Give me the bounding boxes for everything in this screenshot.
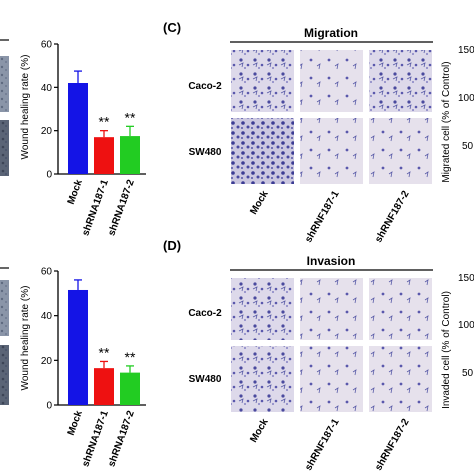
- micrograph-caco2-shrnf187-2: [369, 50, 432, 112]
- y-tick-label: 60: [41, 267, 53, 278]
- bar-shrna187-1: [94, 368, 114, 405]
- micrograph-sw480-mock: [231, 346, 294, 412]
- micrograph-caco2-shrnf187-2: [369, 278, 432, 340]
- right-axis-tick-50: 50: [462, 368, 474, 379]
- panel-label-c: (C): [163, 20, 181, 35]
- y-tick-label: 40: [41, 311, 53, 322]
- col-label-shrnf187-1: shRNF187-1: [303, 189, 342, 245]
- col-label-shrnf187-1: shRNF187-1: [303, 417, 342, 473]
- col-label-shrnf187-2: shRNF187-2: [373, 417, 412, 473]
- micrograph-sw480-shrnf187-2: [369, 346, 432, 412]
- y-tick-label: 40: [41, 83, 53, 94]
- micrograph-sw480-shrnf187-2: [369, 118, 432, 184]
- wound-image-bottom-1: [0, 280, 9, 336]
- right-axis-tick-150: 150: [458, 45, 474, 56]
- assay-title-invasion: Invasion: [307, 254, 356, 268]
- x-category-label: shRNA187-2: [106, 178, 137, 238]
- y-tick-label: 0: [46, 170, 52, 181]
- wound-healing-chart-top: Wound healing rate (%) 0 20 40 60 Mock ** shRN…: [20, 40, 146, 238]
- right-axis-tick-50: 50: [462, 141, 474, 152]
- wound-image-strip-top: [0, 39, 9, 176]
- x-category-label: shRNA187-1: [80, 409, 111, 469]
- bar-shrna187-2: [120, 372, 140, 405]
- row-label-caco2: Caco-2: [188, 81, 222, 92]
- assay-title-migration: Migration: [304, 26, 358, 40]
- y-axis-label: Wound healing rate (%): [20, 286, 31, 391]
- y-tick-label: 60: [41, 40, 53, 51]
- x-category-label: Mock: [66, 409, 85, 437]
- bar-mock: [68, 83, 88, 174]
- bar-shrna187-2: [120, 136, 140, 174]
- right-axis-label-migrated: Migrated cell (% of Control): [441, 61, 452, 182]
- wound-healing-chart-bottom: Wound healing rate (%) 0 20 40 60 Mock ** shRN…: [20, 267, 146, 469]
- col-label-mock: Mock: [248, 189, 271, 217]
- bar-shrna187-1: [94, 137, 114, 174]
- row-label-sw480: SW480: [189, 374, 222, 385]
- right-axis-tick-100: 100: [458, 93, 474, 104]
- y-tick-label: 0: [46, 401, 52, 412]
- wound-image-strip-bottom: [0, 267, 9, 405]
- micrograph-caco2-shrnf187-1: [300, 278, 363, 340]
- x-category-label: shRNA187-1: [80, 178, 111, 238]
- wound-image-bottom-2: [0, 345, 9, 405]
- significance-mark: **: [99, 114, 110, 130]
- row-label-caco2: Caco-2: [188, 308, 222, 319]
- row-label-sw480: SW480: [189, 147, 222, 158]
- wound-image-top-1: [0, 56, 9, 112]
- panel-label-d: (D): [163, 238, 181, 253]
- micrograph-sw480-shrnf187-1: [300, 346, 363, 412]
- right-axis-tick-100: 100: [458, 320, 474, 331]
- y-tick-label: 20: [41, 356, 53, 367]
- micrograph-sw480-shrnf187-1: [300, 118, 363, 184]
- significance-mark: **: [125, 349, 136, 365]
- significance-mark: **: [99, 344, 110, 360]
- micrograph-sw480-mock: [231, 118, 294, 184]
- micrograph-caco2-mock: [231, 278, 294, 340]
- panel-c: (C) Migration Caco-2 SW480 Mock shRNF187…: [163, 20, 474, 245]
- right-axis-label-invaded: Invaded cell (% of Control): [441, 291, 452, 409]
- micrograph-caco2-mock: [231, 50, 294, 112]
- significance-mark: **: [125, 109, 136, 125]
- wound-image-top-2: [0, 120, 9, 176]
- col-label-mock: Mock: [248, 417, 271, 445]
- right-axis-tick-150: 150: [458, 273, 474, 284]
- micrograph-caco2-shrnf187-1: [300, 50, 363, 112]
- y-axis-label: Wound healing rate (%): [20, 55, 31, 160]
- col-label-shrnf187-2: shRNF187-2: [373, 189, 412, 245]
- y-tick-label: 20: [41, 126, 53, 137]
- bar-mock: [68, 289, 88, 405]
- x-category-label: shRNA187-2: [106, 409, 137, 469]
- x-category-label: Mock: [66, 178, 85, 206]
- panel-d: (D) Invasion Caco-2 SW480 Mock shRNF187-…: [163, 238, 474, 473]
